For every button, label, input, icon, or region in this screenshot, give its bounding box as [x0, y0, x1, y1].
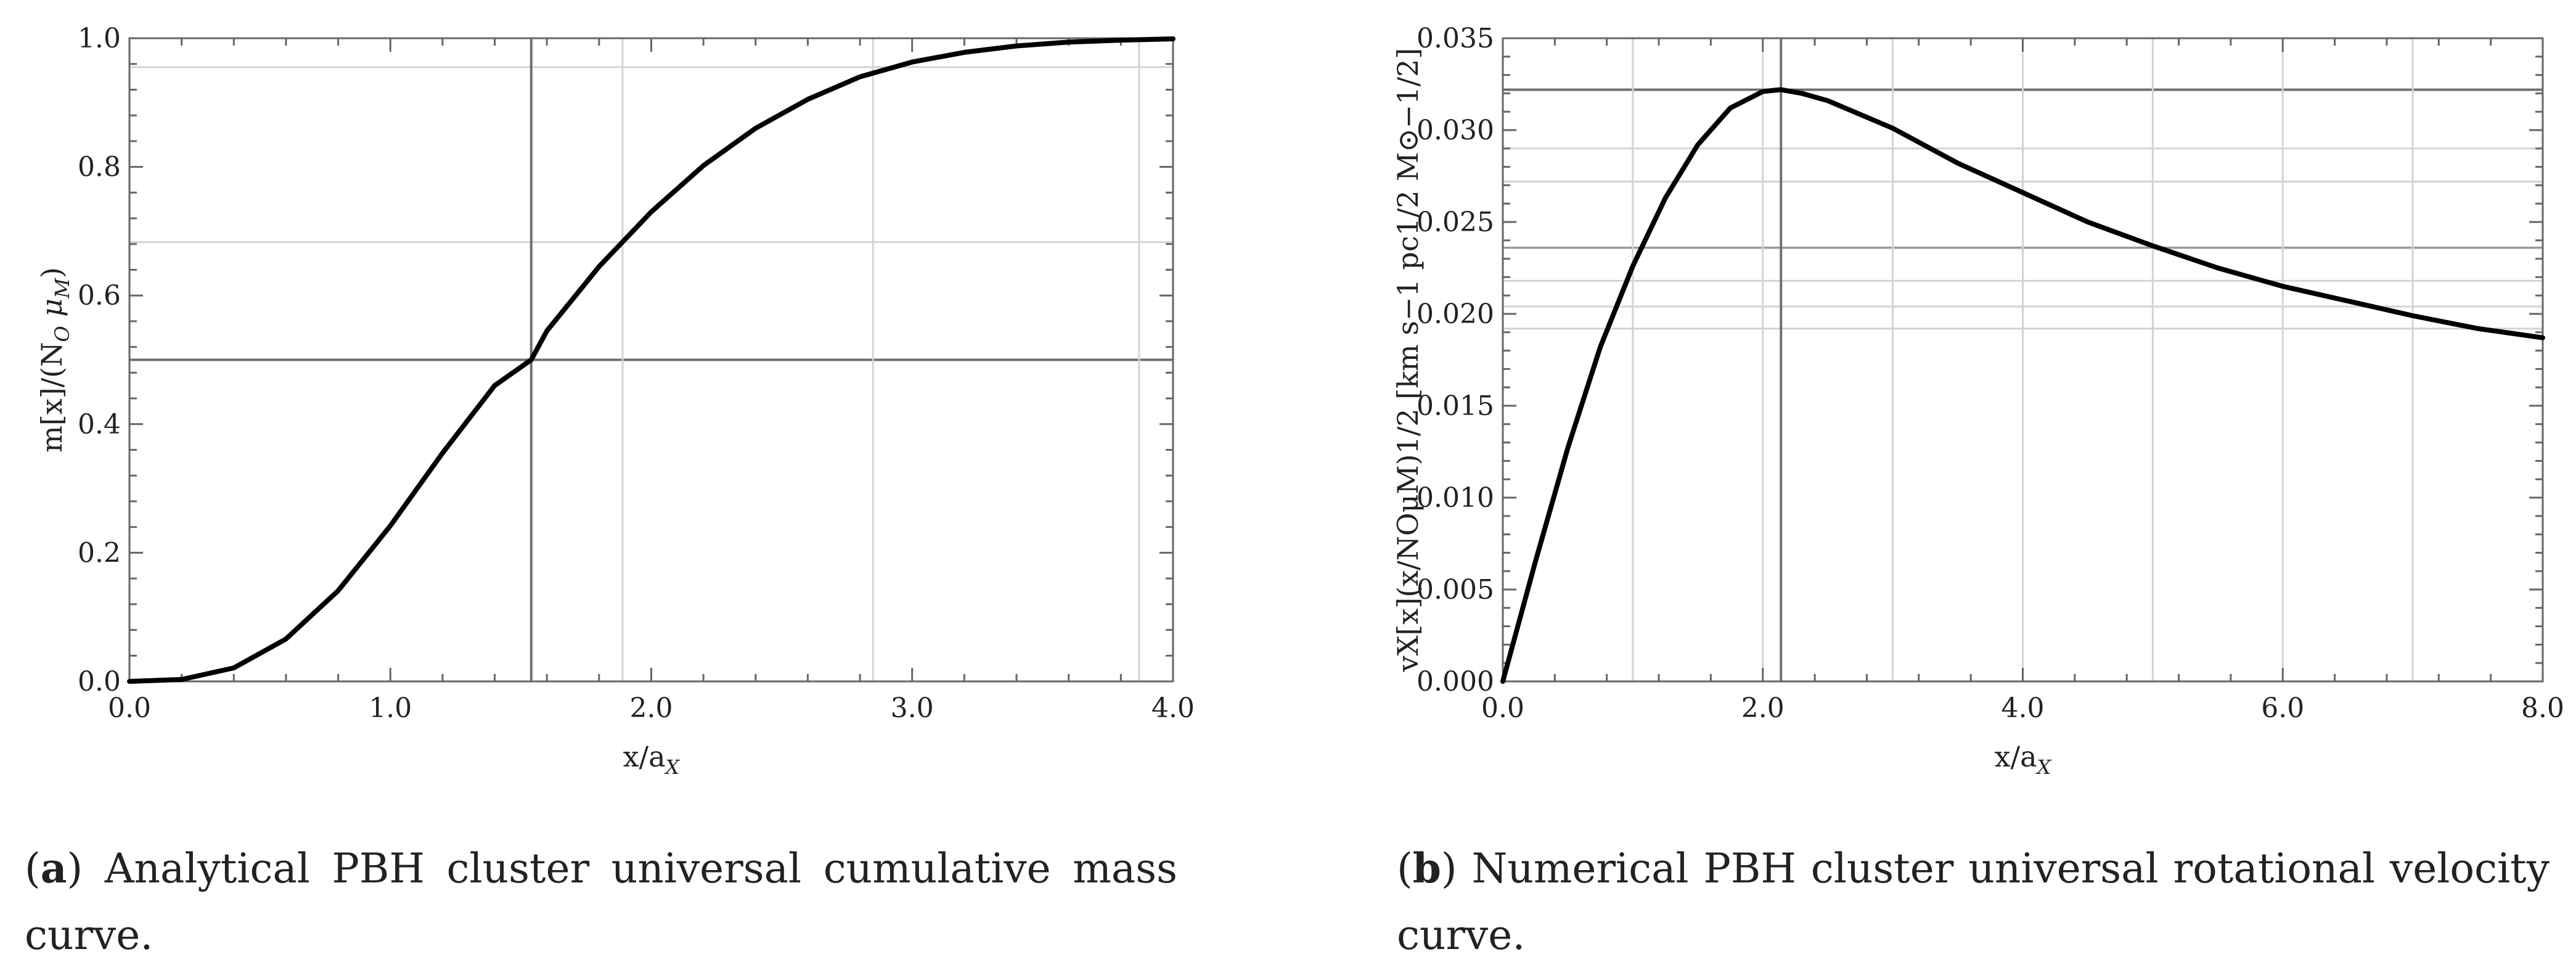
caption-a: (a) Analytical PBH cluster universal cum… — [25, 844, 1177, 959]
x-tick-label: 1.0 — [369, 692, 412, 724]
y-tick-label: 0.0 — [78, 666, 121, 697]
caption-b: (b) Numerical PBH cluster universal rota… — [1397, 844, 2549, 959]
x-tick-label: 0.0 — [1481, 692, 1524, 724]
caption-a-text: Analytical PBH cluster universal cumulat… — [25, 845, 1177, 959]
chart-b-rotational-velocity: 0.0 2.0 4.0 6.0 8.0 0.000 0.005 0.010 0.015 0.020… — [1391, 23, 2564, 779]
caption-b-text: Numerical PBH cluster universal rotation… — [1397, 845, 2549, 959]
y-tick-label: 0.2 — [78, 537, 121, 569]
x-tick-label: 2.0 — [1741, 692, 1785, 724]
y-tick-label: 0.4 — [78, 409, 121, 440]
data-curve — [127, 36, 1176, 684]
caption-a-letter: a — [40, 844, 67, 892]
y-tick-label: 0.005 — [1417, 574, 1494, 606]
x-tick-label: 4.0 — [1151, 692, 1195, 724]
y-tick-label: 0.025 — [1417, 207, 1494, 238]
x-tick-label: 4.0 — [2002, 692, 2045, 724]
y-tick-label: 0.020 — [1417, 298, 1494, 330]
y-tick-label: 0.010 — [1417, 482, 1494, 514]
y-tick-label: 0.000 — [1417, 666, 1494, 697]
y-axis-label: m[x]/(NO μM) — [35, 267, 74, 453]
x-axis-label: x/aX — [1995, 740, 2052, 779]
x-tick-label: 6.0 — [2261, 692, 2304, 724]
data-curve — [1500, 87, 2545, 684]
x-tick-label: 3.0 — [891, 692, 934, 724]
y-tick-label: 0.015 — [1417, 390, 1494, 422]
y-axis-label: vX[x](x/NOμM)1/2 [km s−1 pc1/2 M⊙−1/2] — [1391, 48, 1425, 673]
y-tick-label: 0.8 — [78, 152, 121, 183]
x-axis-label: x/aX — [623, 740, 681, 779]
y-tick-label: 0.030 — [1417, 115, 1494, 146]
y-tick-label: 1.0 — [78, 23, 121, 54]
figure-svg: 0.0 1.0 2.0 3.0 4.0 0.0 0.2 0.4 0.6 0.8 1.0 x/aX m[x… — [35, 23, 2564, 779]
x-tick-label: 8.0 — [2521, 692, 2564, 724]
chart-a-cumulative-mass: 0.0 1.0 2.0 3.0 4.0 0.0 0.2 0.4 0.6 0.8 1.0 x/aX m[x… — [35, 23, 1195, 779]
x-tick-label: 2.0 — [630, 692, 673, 724]
y-tick-label: 0.6 — [78, 280, 121, 311]
y-tick-label: 0.035 — [1417, 23, 1494, 54]
x-tick-label: 0.0 — [108, 692, 151, 724]
caption-b-letter: b — [1412, 844, 1441, 892]
